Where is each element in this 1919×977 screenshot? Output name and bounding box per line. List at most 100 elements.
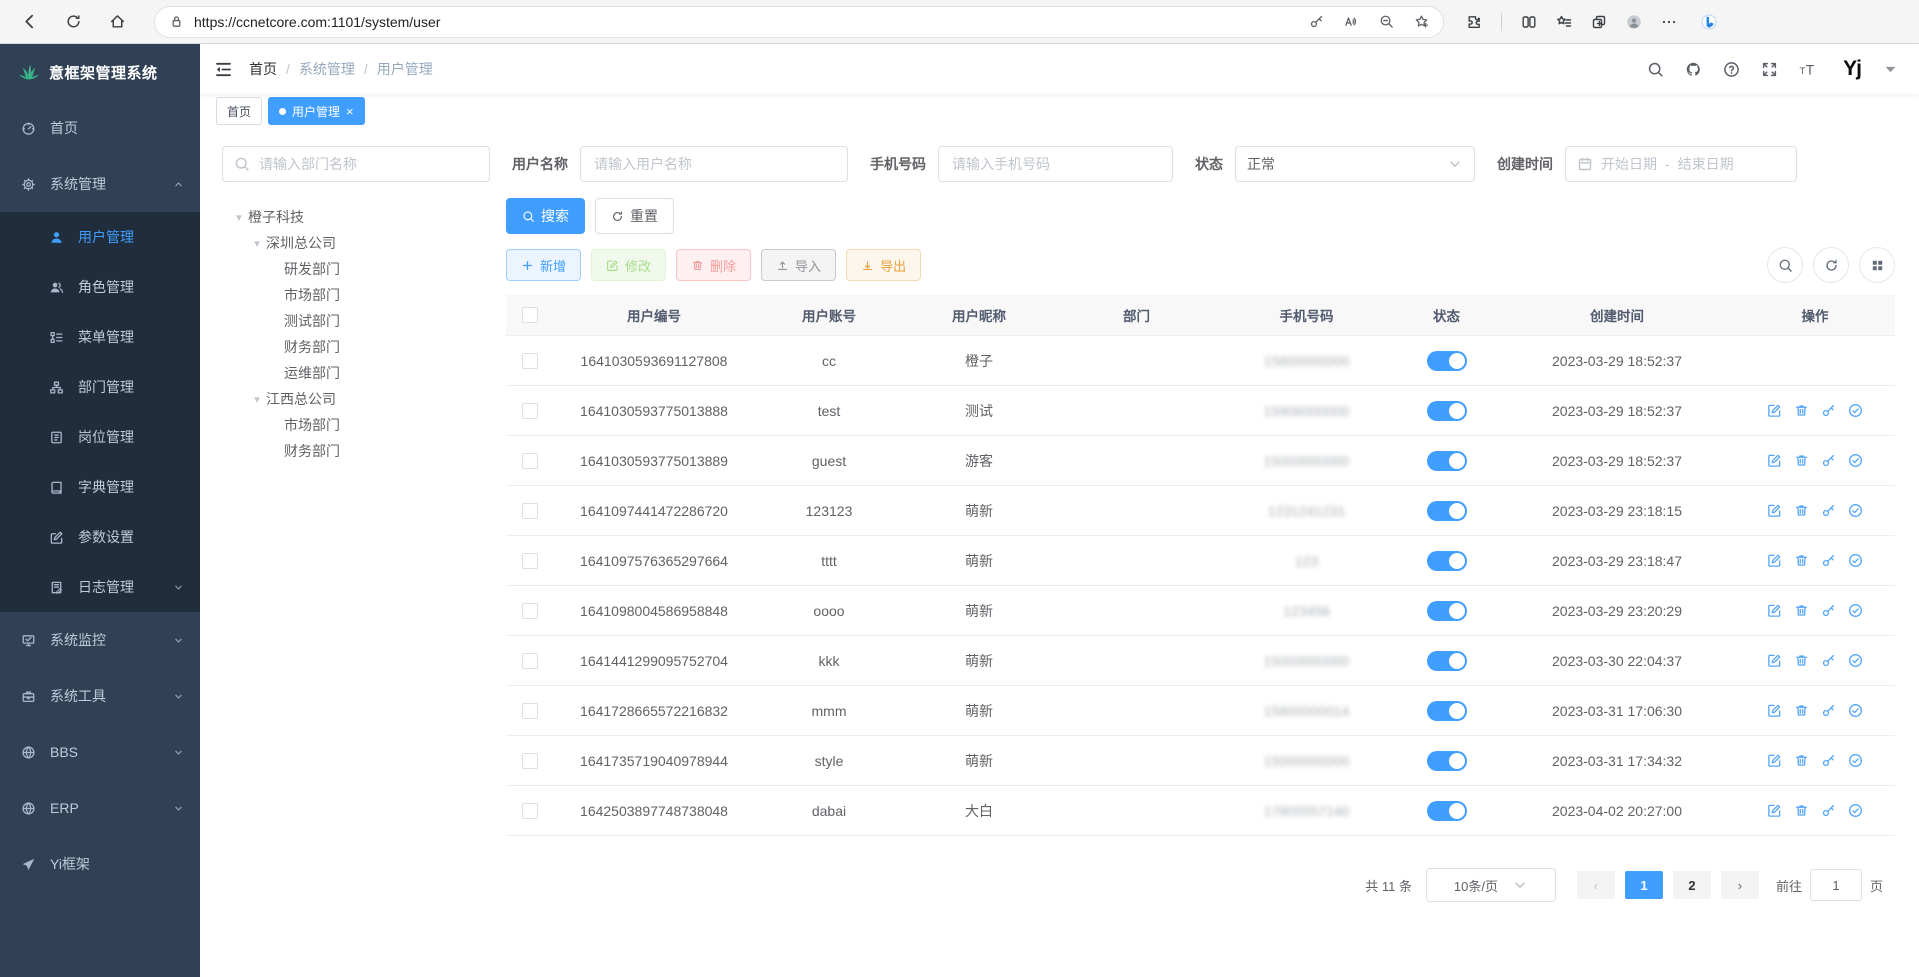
search-icon[interactable] <box>1647 61 1664 78</box>
sidebar-item-BBS[interactable]: BBS <box>0 724 200 780</box>
row-edit-icon[interactable] <box>1767 653 1782 668</box>
app-logo[interactable]: 意框架管理系统 <box>0 44 200 100</box>
sidebar-item-Yi框架[interactable]: Yi框架 <box>0 836 200 892</box>
phone-field[interactable] <box>950 155 1161 173</box>
row-edit-icon[interactable] <box>1767 703 1782 718</box>
help-icon[interactable] <box>1723 61 1740 78</box>
row-assign-role-icon[interactable] <box>1848 753 1863 768</box>
row-checkbox[interactable] <box>522 802 538 819</box>
row-reset-password-icon[interactable] <box>1821 753 1836 768</box>
dept-search-input[interactable] <box>222 146 490 182</box>
row-checkbox[interactable] <box>522 752 538 769</box>
row-delete-icon[interactable] <box>1794 753 1809 768</box>
row-delete-icon[interactable] <box>1794 653 1809 668</box>
row-checkbox[interactable] <box>522 702 538 719</box>
username-input[interactable] <box>580 146 848 182</box>
split-screen-icon[interactable] <box>1521 14 1537 30</box>
edit-button[interactable]: 修改 <box>591 249 667 281</box>
row-delete-icon[interactable] <box>1794 703 1809 718</box>
row-delete-icon[interactable] <box>1794 503 1809 518</box>
row-assign-role-icon[interactable] <box>1848 653 1863 668</box>
goto-page-input[interactable] <box>1809 869 1862 901</box>
breadcrumb-system[interactable]: 系统管理 <box>298 61 355 77</box>
row-checkbox[interactable] <box>522 602 538 619</box>
bing-copilot-icon[interactable] <box>1696 9 1722 35</box>
collections-icon[interactable] <box>1556 14 1572 30</box>
row-delete-icon[interactable] <box>1794 403 1809 418</box>
tree-node-市场部门[interactable]: 市场部门 <box>284 417 340 433</box>
row-reset-password-icon[interactable] <box>1821 803 1836 818</box>
row-edit-icon[interactable] <box>1767 603 1782 618</box>
status-toggle[interactable] <box>1426 450 1467 471</box>
sidebar-item-系统监控[interactable]: 系统监控 <box>0 612 200 668</box>
status-toggle[interactable] <box>1426 800 1467 821</box>
sidebar-item-岗位管理[interactable]: 岗位管理 <box>0 412 200 462</box>
row-assign-role-icon[interactable] <box>1848 403 1863 418</box>
page-button-2[interactable]: 2 <box>1672 871 1711 899</box>
status-toggle[interactable] <box>1426 650 1467 671</box>
row-delete-icon[interactable] <box>1794 453 1809 468</box>
prev-page-button[interactable]: ‹ <box>1576 871 1615 899</box>
delete-button[interactable]: 删除 <box>676 249 752 281</box>
row-edit-icon[interactable] <box>1767 553 1782 568</box>
username-field[interactable] <box>592 155 836 173</box>
sidebar-item-参数设置[interactable]: 参数设置 <box>0 512 200 562</box>
row-assign-role-icon[interactable] <box>1848 803 1863 818</box>
tree-node-财务部门[interactable]: 财务部门 <box>284 443 340 459</box>
row-edit-icon[interactable] <box>1767 753 1782 768</box>
row-reset-password-icon[interactable] <box>1821 603 1836 618</box>
sidebar-item-菜单管理[interactable]: 菜单管理 <box>0 312 200 362</box>
password-key-icon[interactable] <box>1309 14 1324 29</box>
page-button-1[interactable]: 1 <box>1624 871 1663 899</box>
favorite-add-icon[interactable] <box>1414 14 1429 29</box>
status-toggle[interactable] <box>1426 550 1467 571</box>
tree-node-研发部门[interactable]: 研发部门 <box>284 261 340 277</box>
back-icon[interactable] <box>14 7 44 37</box>
sidebar-item-系统管理[interactable]: 系统管理 <box>0 156 200 212</box>
status-toggle[interactable] <box>1426 750 1467 771</box>
row-checkbox[interactable] <box>522 352 538 369</box>
zoom-out-icon[interactable] <box>1379 14 1394 29</box>
row-assign-role-icon[interactable] <box>1848 453 1863 468</box>
more-menu-icon[interactable] <box>1661 14 1677 30</box>
status-toggle[interactable] <box>1426 700 1467 721</box>
row-assign-role-icon[interactable] <box>1848 603 1863 618</box>
layers-add-icon[interactable] <box>1591 14 1607 30</box>
row-reset-password-icon[interactable] <box>1821 503 1836 518</box>
date-range-picker[interactable]: 开始日期 - 结束日期 <box>1565 146 1797 182</box>
home-icon[interactable] <box>102 7 132 37</box>
reset-button[interactable]: 重置 <box>595 198 674 234</box>
row-edit-icon[interactable] <box>1767 803 1782 818</box>
user-avatar-logo[interactable]: Yj <box>1843 57 1862 80</box>
read-aloud-icon[interactable] <box>1344 14 1359 29</box>
profile-avatar-icon[interactable] <box>1626 14 1642 30</box>
row-delete-icon[interactable] <box>1794 603 1809 618</box>
tree-expand-icon[interactable]: ▾ <box>236 211 242 224</box>
row-delete-icon[interactable] <box>1794 803 1809 818</box>
row-edit-icon[interactable] <box>1767 503 1782 518</box>
row-checkbox[interactable] <box>522 452 538 469</box>
export-button[interactable]: 导出 <box>846 249 922 281</box>
select-all-checkbox[interactable] <box>522 307 538 323</box>
search-button[interactable]: 搜索 <box>506 198 585 234</box>
sidebar-item-部门管理[interactable]: 部门管理 <box>0 362 200 412</box>
address-bar[interactable]: https://ccnetcore.com:1101/system/user <box>154 5 1444 38</box>
row-assign-role-icon[interactable] <box>1848 503 1863 518</box>
sidebar-fold-icon[interactable] <box>214 60 233 79</box>
sidebar-item-角色管理[interactable]: 角色管理 <box>0 262 200 312</box>
tree-node-深圳总公司[interactable]: ▾ 深圳总公司 <box>222 230 490 256</box>
tree-expand-icon[interactable]: ▾ <box>254 393 260 406</box>
sidebar-item-用户管理[interactable]: 用户管理 <box>0 212 200 262</box>
next-page-button[interactable]: › <box>1720 871 1759 899</box>
tree-expand-icon[interactable]: ▾ <box>254 237 260 250</box>
refresh-icon[interactable] <box>58 7 88 37</box>
tree-node-财务部门[interactable]: 财务部门 <box>284 339 340 355</box>
sidebar-item-字典管理[interactable]: 字典管理 <box>0 462 200 512</box>
caret-down-icon[interactable] <box>1882 61 1899 78</box>
breadcrumb-home[interactable]: 首页 <box>249 61 277 77</box>
dept-search-field[interactable] <box>257 155 478 173</box>
phone-input[interactable] <box>938 146 1173 182</box>
status-toggle[interactable] <box>1426 600 1467 621</box>
column-settings-button[interactable] <box>1859 247 1895 283</box>
